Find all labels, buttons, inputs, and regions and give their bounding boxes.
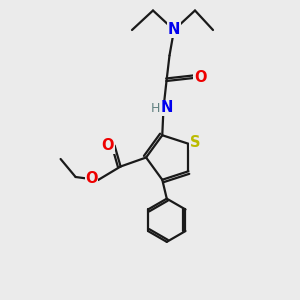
Text: S: S: [190, 135, 200, 150]
Text: O: O: [194, 70, 206, 86]
Text: N: N: [168, 22, 180, 38]
Text: O: O: [102, 138, 114, 153]
Text: H: H: [150, 101, 160, 115]
Text: O: O: [85, 171, 98, 186]
Text: N: N: [161, 100, 173, 116]
